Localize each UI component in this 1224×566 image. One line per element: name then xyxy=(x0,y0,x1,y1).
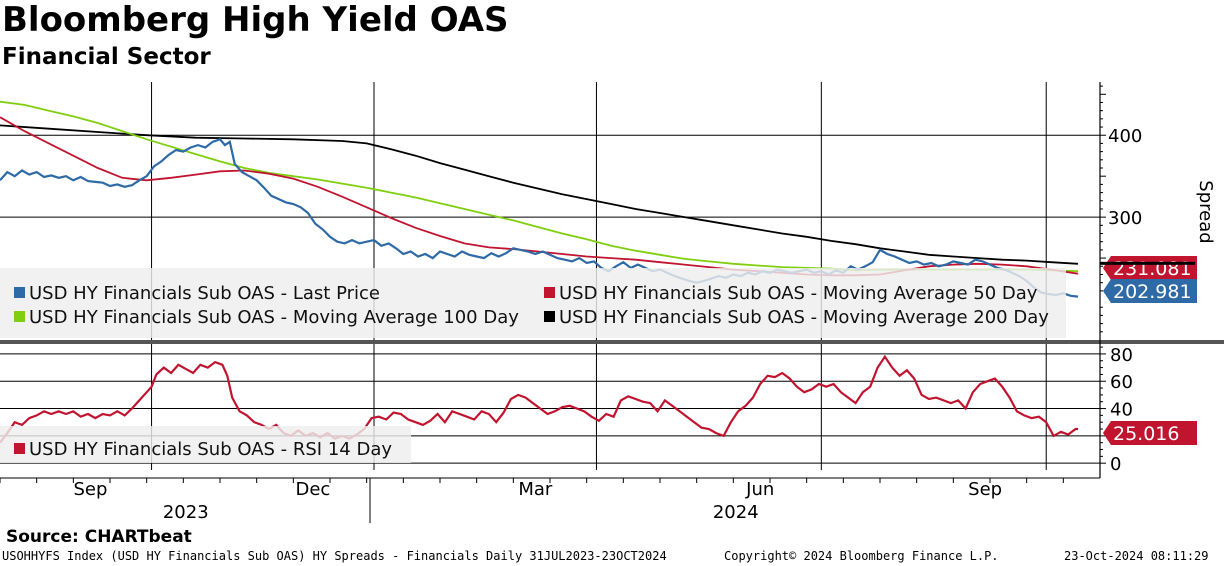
year-label: 2024 xyxy=(713,502,759,523)
ma200-level-marker xyxy=(1100,261,1195,265)
badge-last-price-text: 202.981 xyxy=(1113,281,1192,303)
x-tick-label: Sep xyxy=(968,479,1002,500)
x-tick-label: Sep xyxy=(73,479,107,500)
legend-rsi-swatch xyxy=(14,443,25,454)
footer-copyright: Copyright© 2024 Bloomberg Finance L.P. xyxy=(724,549,999,563)
legend-last-price-label: USD HY Financials Sub OAS - Last Price xyxy=(29,283,380,304)
ma200-line xyxy=(0,124,1079,265)
rsi-line xyxy=(0,354,1078,444)
upper-tick-label: 300 xyxy=(1108,208,1142,229)
x-tick-label: Jun xyxy=(745,479,774,500)
legend-last-price-swatch xyxy=(14,287,25,298)
y-axis-title: Spread xyxy=(1195,180,1216,243)
ma100-line xyxy=(0,100,1079,273)
lower-tick-label: 0 xyxy=(1110,454,1121,475)
upper-legend-box xyxy=(0,268,1066,338)
ma50-line xyxy=(0,116,1079,277)
legend-rsi-label: USD HY Financials Sub OAS - RSI 14 Day xyxy=(29,439,392,460)
badge-rsi-text: 25.016 xyxy=(1113,423,1179,445)
chart-title: Bloomberg High Yield OAS xyxy=(2,0,509,40)
badge-rsi-bg xyxy=(1103,421,1197,445)
footer-timestamp: 23-Oct-2024 08:11:29 xyxy=(1064,549,1209,563)
footer-index-info: USOHHYFS Index (USD HY Financials Sub OA… xyxy=(2,549,667,563)
last-price-line xyxy=(0,138,1079,298)
panel-separator xyxy=(0,340,1224,344)
x-tick-label: Dec xyxy=(295,479,330,500)
chart-subtitle: Financial Sector xyxy=(2,44,211,70)
badge-ma50-text: 231.081 xyxy=(1113,258,1192,280)
legend-ma50-label: USD HY Financials Sub OAS - Moving Avera… xyxy=(559,283,1038,304)
x-tick-label: Mar xyxy=(518,479,553,500)
legend-ma200-label: USD HY Financials Sub OAS - Moving Avera… xyxy=(559,307,1049,328)
source-label: Source: CHARTbeat xyxy=(6,527,192,547)
upper-tick-label: 400 xyxy=(1108,126,1142,147)
lower-tick-label: 40 xyxy=(1110,400,1133,421)
legend-ma100-label: USD HY Financials Sub OAS - Moving Avera… xyxy=(29,307,519,328)
lower-tick-label: 80 xyxy=(1110,345,1133,366)
year-label: 2023 xyxy=(163,502,209,523)
lower-tick-label: 60 xyxy=(1110,372,1133,393)
legend-ma50-swatch xyxy=(544,287,555,298)
legend-ma200-swatch xyxy=(544,311,555,322)
badge-last-price-bg xyxy=(1103,279,1197,303)
lower-legend-box xyxy=(0,426,411,463)
legend-ma100-swatch xyxy=(14,311,25,322)
